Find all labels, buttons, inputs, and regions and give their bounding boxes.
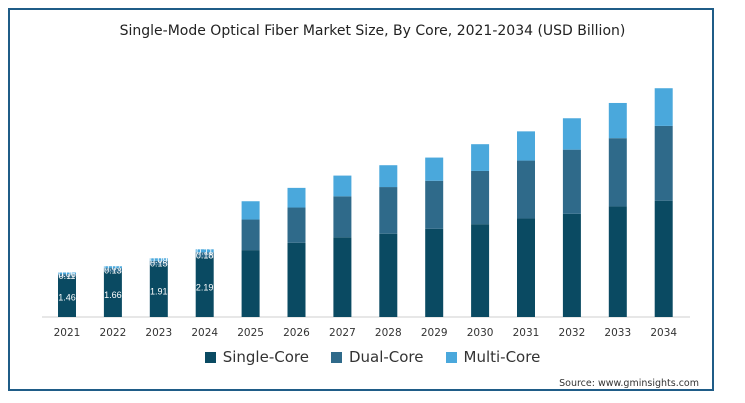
bar-multi-core-2034 bbox=[654, 88, 673, 126]
legend-item-dual-core: Dual-Core bbox=[330, 348, 424, 366]
legend-swatch-multi-core bbox=[445, 351, 457, 363]
legend-label-multi-core: Multi-Core bbox=[463, 348, 541, 366]
bar-dual-core-2030 bbox=[471, 170, 490, 225]
bar-single-core-2033 bbox=[608, 206, 627, 317]
bar-dual-core-2025 bbox=[241, 219, 260, 251]
x-tick-label-2025: 2025 bbox=[237, 327, 264, 339]
bar-single-core-2023 bbox=[149, 264, 168, 317]
bar-multi-core-2031 bbox=[517, 131, 535, 161]
bar-single-core-2034 bbox=[654, 200, 673, 317]
x-tick-label-2022: 2022 bbox=[100, 327, 127, 339]
bar-multi-core-2028 bbox=[379, 165, 398, 188]
bar-multi-core-2029 bbox=[425, 157, 444, 181]
bar-single-core-2021 bbox=[58, 277, 76, 317]
x-tick-label-2028: 2028 bbox=[375, 327, 402, 339]
x-tick-label-2031: 2031 bbox=[513, 327, 540, 339]
data-label-multi-core-2024: 0.11 bbox=[196, 246, 213, 256]
x-tick-label-2024: 2024 bbox=[191, 327, 218, 339]
bar-multi-core-2032 bbox=[562, 118, 581, 150]
bar-single-core-2024 bbox=[195, 257, 214, 317]
bar-single-core-2030 bbox=[471, 224, 490, 317]
x-tick-label-2030: 2030 bbox=[467, 327, 494, 339]
bar-dual-core-2032 bbox=[562, 149, 581, 214]
bar-dual-core-2029 bbox=[425, 180, 444, 229]
bar-single-core-2025 bbox=[241, 250, 260, 317]
bar-single-core-2026 bbox=[287, 242, 306, 317]
bar-single-core-2022 bbox=[103, 271, 122, 317]
bar-multi-core-2024 bbox=[195, 249, 214, 253]
legend-item-single-core: Single-Core bbox=[204, 348, 309, 366]
source-note: Source: www.gminsights.com bbox=[559, 378, 699, 389]
x-tick-label-2033: 2033 bbox=[604, 327, 631, 339]
data-label-single-core-2022: 1.66 bbox=[104, 290, 122, 300]
data-label-single-core-2024: 2.19 bbox=[196, 283, 214, 293]
bar-multi-core-2021 bbox=[58, 272, 76, 275]
bar-dual-core-2027 bbox=[333, 196, 352, 238]
data-label-multi-core-2021: 0.06 bbox=[58, 269, 76, 279]
x-tick-label-2026: 2026 bbox=[283, 327, 310, 339]
legend-label-single-core: Single-Core bbox=[222, 348, 309, 366]
legend-item-multi-core: Multi-Core bbox=[445, 348, 541, 366]
x-tick-label-2021: 2021 bbox=[54, 327, 81, 339]
bar-dual-core-2021 bbox=[58, 274, 76, 278]
data-label-dual-core-2021: 0.11 bbox=[59, 271, 76, 281]
data-label-multi-core-2022: 0.07 bbox=[104, 263, 122, 273]
bar-multi-core-2026 bbox=[287, 187, 306, 208]
bar-multi-core-2022 bbox=[103, 266, 122, 269]
bar-dual-core-2028 bbox=[379, 187, 398, 234]
bar-single-core-2031 bbox=[517, 218, 535, 317]
bar-multi-core-2033 bbox=[608, 102, 627, 139]
bar-dual-core-2033 bbox=[608, 138, 627, 207]
bar-single-core-2029 bbox=[425, 228, 444, 317]
bar-dual-core-2026 bbox=[287, 207, 306, 243]
x-tick-label-2034: 2034 bbox=[650, 327, 677, 339]
data-label-multi-core-2023: 0.09 bbox=[150, 255, 168, 265]
bar-dual-core-2022 bbox=[103, 268, 122, 272]
legend-swatch-single-core bbox=[204, 351, 216, 363]
x-tick-label-2029: 2029 bbox=[421, 327, 448, 339]
bar-multi-core-2025 bbox=[241, 201, 260, 220]
bar-single-core-2027 bbox=[333, 237, 352, 317]
bar-multi-core-2023 bbox=[149, 258, 168, 261]
bar-single-core-2032 bbox=[562, 213, 581, 317]
bar-dual-core-2024 bbox=[195, 252, 214, 258]
legend-swatch-dual-core bbox=[330, 351, 342, 363]
x-tick-label-2027: 2027 bbox=[329, 327, 356, 339]
data-label-dual-core-2023: 0.15 bbox=[150, 258, 168, 268]
bar-multi-core-2030 bbox=[471, 144, 490, 171]
data-label-single-core-2023: 1.91 bbox=[150, 286, 168, 296]
bar-dual-core-2034 bbox=[654, 125, 673, 201]
legend: Single-Core Dual-Core Multi-Core bbox=[0, 348, 745, 366]
legend-label-dual-core: Dual-Core bbox=[348, 348, 424, 366]
data-label-dual-core-2022: 0.13 bbox=[104, 265, 122, 275]
bar-dual-core-2031 bbox=[517, 160, 535, 219]
x-tick-label-2032: 2032 bbox=[559, 327, 586, 339]
chart-frame bbox=[8, 8, 714, 391]
bar-dual-core-2023 bbox=[149, 260, 168, 265]
data-label-dual-core-2024: 0.18 bbox=[196, 250, 214, 260]
bar-multi-core-2027 bbox=[333, 175, 352, 197]
data-label-single-core-2021: 1.46 bbox=[58, 293, 76, 303]
chart-title: Single-Mode Optical Fiber Market Size, B… bbox=[119, 23, 626, 39]
x-tick-label-2023: 2023 bbox=[145, 327, 172, 339]
bar-single-core-2028 bbox=[379, 233, 398, 317]
